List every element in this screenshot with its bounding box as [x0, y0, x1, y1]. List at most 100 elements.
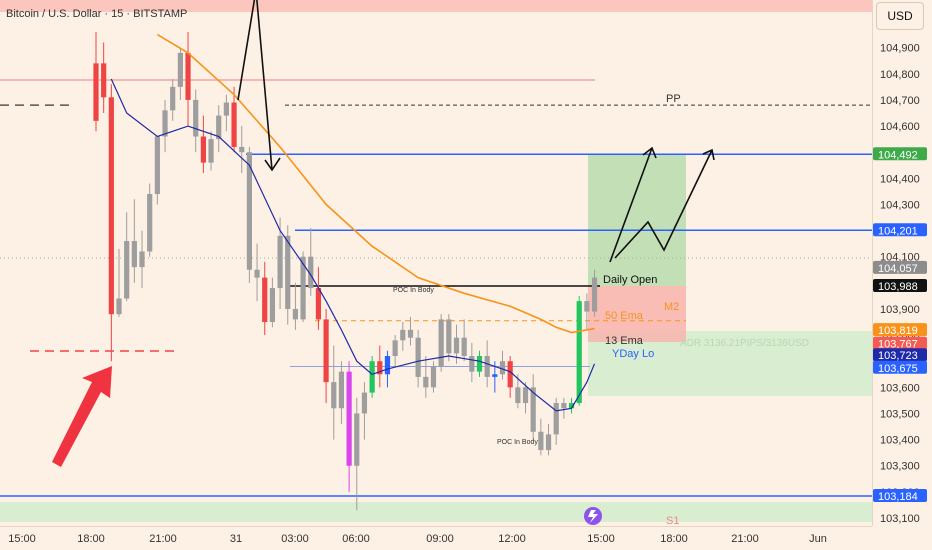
candle-body [415, 337, 421, 377]
y-tick-label: 103,300 [880, 461, 920, 473]
candle-body [384, 355, 391, 375]
y-tick-label: 104,100 [880, 252, 920, 264]
candle-body [323, 319, 329, 383]
candle-body [576, 301, 582, 404]
price-tag [873, 223, 927, 237]
candle-body [461, 337, 467, 356]
candle-body [108, 97, 114, 315]
y-tick-label: 104,900 [880, 43, 920, 55]
candle-body [154, 136, 160, 194]
candle-body [315, 288, 322, 320]
candle-body [553, 403, 559, 435]
price-tag-label: 103,723 [878, 350, 918, 362]
candle-body [484, 355, 490, 377]
x-tick-label: 21:00 [149, 533, 177, 545]
candle-body [446, 319, 452, 354]
candle-body [331, 382, 337, 409]
candle-body [591, 277, 598, 312]
candle-body [246, 152, 252, 270]
pp-label: PP [666, 93, 681, 105]
ema50-label: 50 Ema [605, 310, 644, 322]
price-tag [873, 348, 927, 362]
stop-loss-zone [588, 285, 686, 342]
candle-body [423, 376, 429, 388]
yday-lo-label: YDay Lo [612, 348, 654, 360]
candle-body [131, 241, 137, 268]
candle-body [530, 387, 536, 432]
candle-body [469, 355, 475, 372]
poc-label-2: POC In Body [497, 439, 538, 446]
candle-body [124, 241, 130, 299]
price-tag-label: 103,819 [878, 325, 918, 337]
price-tag [873, 360, 927, 374]
candle-body [561, 403, 567, 409]
top-red-zone [0, 0, 872, 12]
up-target-arrow-2 [614, 148, 715, 259]
candle-body [492, 374, 498, 377]
s1-zone [0, 502, 872, 522]
s1-label: S1 [666, 515, 679, 527]
candle-body [239, 146, 245, 153]
price-tag-label: 104,057 [878, 263, 918, 275]
candle-body [515, 387, 521, 404]
price-tag [873, 336, 927, 350]
x-tick-label: Jun [809, 533, 827, 545]
x-tick-label: 18:00 [77, 533, 105, 545]
y-tick-label: 104,800 [880, 69, 920, 81]
up-target-arrow-1 [609, 146, 657, 263]
y-tick-label: 104,700 [880, 95, 920, 107]
candle-body [361, 392, 368, 414]
adr-label: ADR 3136.21PIPS/3136USD [680, 338, 809, 349]
price-tag-label: 103,988 [878, 281, 918, 293]
price-tag-label: 104,492 [878, 149, 918, 161]
take-profit-zone [588, 154, 686, 286]
candle-body [193, 99, 199, 137]
candle-body [354, 413, 360, 466]
candle-body [300, 256, 306, 320]
price-tag-label: 103,767 [878, 339, 918, 351]
y-tick-label: 103,400 [880, 435, 920, 447]
candle-body [269, 288, 276, 323]
candle-body [369, 361, 375, 393]
y-tick-label: 103,900 [880, 304, 920, 316]
price-tag [873, 260, 927, 274]
candle-body [147, 193, 153, 252]
candle-body [223, 102, 229, 116]
candle-body [407, 329, 414, 338]
down-arrowhead [264, 157, 281, 172]
candle-body [438, 319, 444, 367]
candle-body [277, 235, 283, 289]
candle-body [262, 277, 268, 323]
x-tick-label: 15:00 [587, 533, 615, 545]
y-tick-label: 104,300 [880, 199, 920, 211]
candle-body [568, 403, 575, 409]
candle-body [185, 52, 191, 100]
candle-body [377, 361, 383, 375]
candle-body [400, 329, 406, 341]
candle-body [162, 110, 168, 137]
candle-body [208, 139, 214, 163]
price-tag [873, 323, 927, 337]
candle-body [177, 52, 183, 87]
y-tick-label: 103,100 [880, 513, 920, 525]
x-tick-label: 18:00 [660, 533, 688, 545]
price-tag-label: 103,675 [878, 363, 918, 375]
x-tick-label: 03:00 [281, 533, 309, 545]
x-tick-label: 12:00 [498, 533, 526, 545]
daily-open-label: Daily Open [603, 274, 657, 286]
candle-body [476, 355, 483, 372]
currency-button[interactable]: USD [876, 2, 924, 30]
poc-label-1: POC In Body [393, 287, 434, 294]
m2-label: M2 [664, 301, 679, 313]
candle-body [139, 251, 145, 268]
lightning-icon [588, 510, 598, 523]
price-tag [873, 278, 927, 292]
candle-body [116, 298, 122, 315]
candle-body [308, 256, 314, 289]
candle-body [338, 371, 345, 409]
x-tick-label: 31 [230, 533, 242, 545]
candle-body [254, 269, 260, 278]
candle-body [499, 361, 506, 375]
